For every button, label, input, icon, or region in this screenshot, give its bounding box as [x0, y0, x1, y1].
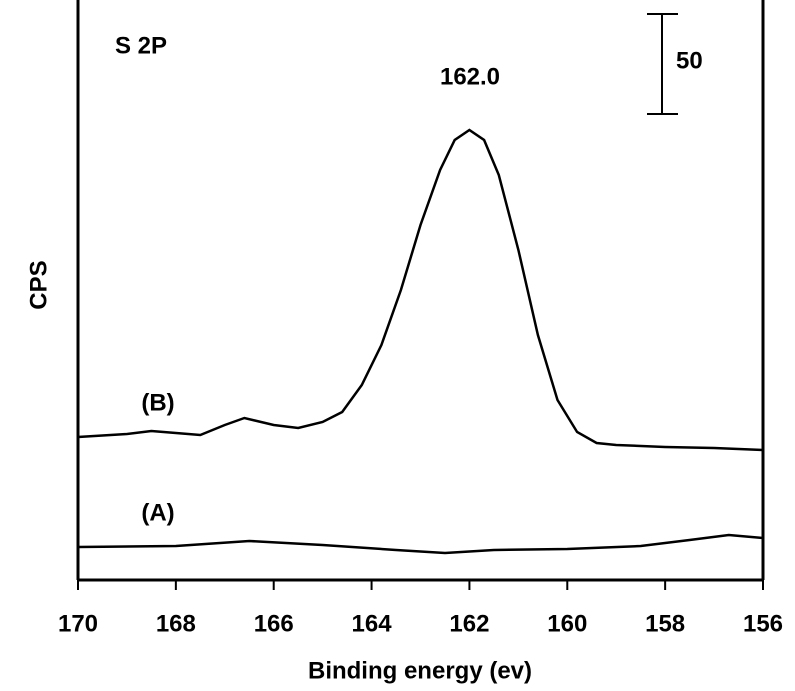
- scale-bar-label: 50: [676, 47, 703, 74]
- y-axis-label: CPS: [25, 260, 52, 309]
- series-label: (A): [141, 499, 174, 526]
- x-tick-label: 156: [743, 610, 783, 637]
- x-tick-label: 162: [449, 610, 489, 637]
- x-tick-label: 158: [645, 610, 685, 637]
- series-line: [77, 533, 764, 555]
- x-tick-label: 164: [352, 610, 393, 637]
- x-tick-label: 166: [254, 610, 294, 637]
- series-line: [77, 128, 764, 452]
- panel-label: S 2P: [115, 32, 167, 59]
- series-label: (B): [141, 389, 174, 416]
- x-axis-label: Binding energy (ev): [308, 657, 532, 684]
- peak-label: 162.0: [440, 63, 500, 90]
- x-tick-label: 160: [547, 610, 587, 637]
- x-tick-label: 170: [58, 610, 98, 637]
- x-tick-label: 168: [156, 610, 196, 637]
